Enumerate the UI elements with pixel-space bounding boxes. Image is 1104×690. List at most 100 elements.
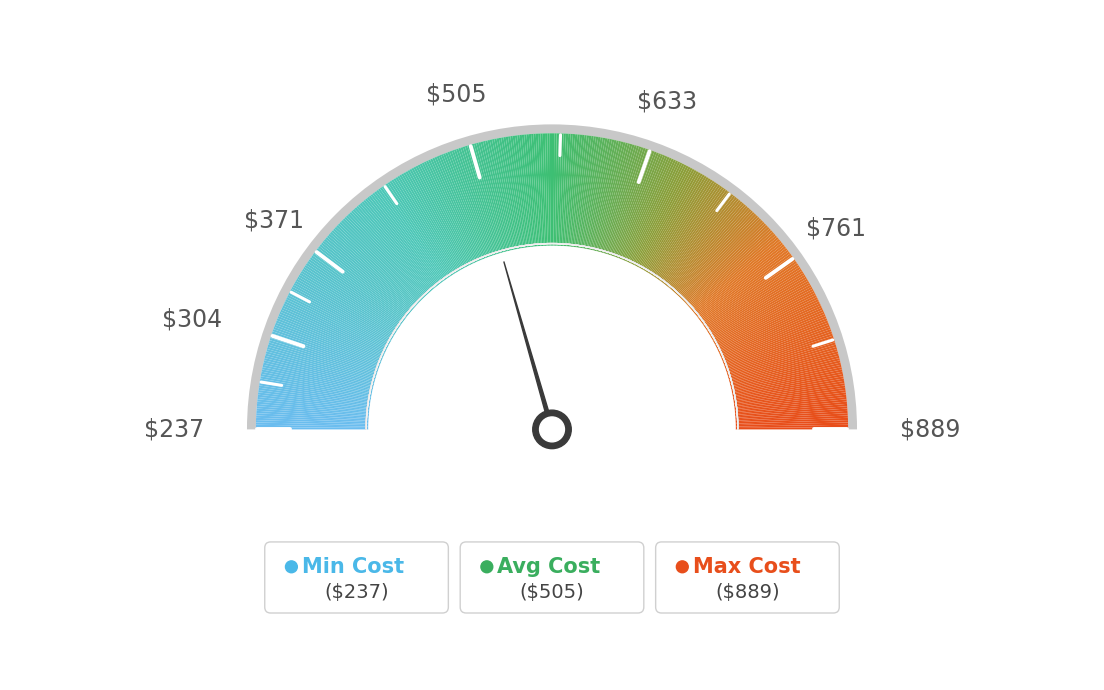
Wedge shape [382,186,447,279]
Wedge shape [434,157,480,261]
Wedge shape [732,367,842,392]
Wedge shape [726,335,834,373]
Wedge shape [660,190,728,282]
Wedge shape [708,273,805,333]
Wedge shape [412,168,466,268]
Wedge shape [326,237,413,311]
Wedge shape [700,253,792,322]
Wedge shape [555,133,559,246]
Wedge shape [267,344,376,378]
Wedge shape [634,164,687,266]
Wedge shape [508,136,527,248]
Wedge shape [602,144,635,253]
Wedge shape [365,243,739,429]
Wedge shape [645,173,703,271]
Wedge shape [365,243,739,429]
Wedge shape [378,188,445,281]
Wedge shape [369,195,439,285]
Wedge shape [733,376,843,398]
Wedge shape [676,210,753,295]
Wedge shape [277,318,382,362]
Wedge shape [257,397,370,411]
Wedge shape [276,320,381,363]
Wedge shape [272,333,379,371]
Wedge shape [391,179,454,275]
Wedge shape [567,135,580,246]
Wedge shape [716,299,819,350]
Wedge shape [683,224,766,303]
Wedge shape [321,242,410,315]
Wedge shape [724,325,830,366]
Wedge shape [283,304,386,353]
Wedge shape [275,322,381,364]
Wedge shape [335,227,418,305]
Wedge shape [367,244,737,429]
Wedge shape [257,404,369,415]
Wedge shape [659,188,726,281]
Circle shape [533,410,571,448]
Wedge shape [315,250,406,319]
Wedge shape [703,261,797,326]
Wedge shape [545,133,549,246]
Wedge shape [256,406,369,417]
Wedge shape [277,316,382,360]
Wedge shape [731,360,840,388]
Wedge shape [594,141,622,251]
Wedge shape [297,277,395,336]
Wedge shape [673,207,750,293]
Wedge shape [607,147,644,255]
Wedge shape [433,157,479,262]
Wedge shape [263,365,373,391]
Wedge shape [283,306,385,354]
Wedge shape [344,217,424,299]
Wedge shape [614,151,655,257]
Wedge shape [365,244,739,429]
Wedge shape [471,144,503,253]
Wedge shape [264,360,373,388]
Wedge shape [263,362,373,389]
Wedge shape [436,156,481,260]
Wedge shape [647,176,707,273]
Wedge shape [684,225,768,304]
Wedge shape [558,133,564,246]
Wedge shape [258,393,370,408]
Wedge shape [371,194,440,284]
Wedge shape [510,136,528,248]
Wedge shape [365,243,739,429]
Wedge shape [535,134,543,246]
Wedge shape [478,142,508,252]
Wedge shape [407,170,464,269]
Wedge shape [282,308,384,355]
Wedge shape [584,138,605,249]
Wedge shape [258,390,370,406]
Wedge shape [307,261,401,326]
Wedge shape [735,425,848,428]
Wedge shape [349,212,427,295]
Wedge shape [285,299,388,350]
Wedge shape [721,314,826,359]
Wedge shape [522,135,534,247]
Wedge shape [452,150,491,257]
Wedge shape [365,243,739,429]
Wedge shape [697,246,786,317]
Wedge shape [420,164,471,265]
Wedge shape [365,243,739,429]
Wedge shape [327,235,413,310]
Wedge shape [713,287,813,342]
Wedge shape [724,329,831,368]
Wedge shape [556,133,561,246]
Wedge shape [597,143,628,252]
Polygon shape [503,262,559,431]
Wedge shape [410,169,465,268]
Wedge shape [319,244,408,316]
Wedge shape [265,356,374,385]
Wedge shape [689,232,774,308]
Wedge shape [571,135,584,247]
Wedge shape [617,152,659,258]
Wedge shape [269,338,378,374]
Wedge shape [458,148,496,255]
Wedge shape [476,143,507,252]
Wedge shape [691,235,777,310]
Wedge shape [367,197,438,286]
Wedge shape [630,161,680,264]
